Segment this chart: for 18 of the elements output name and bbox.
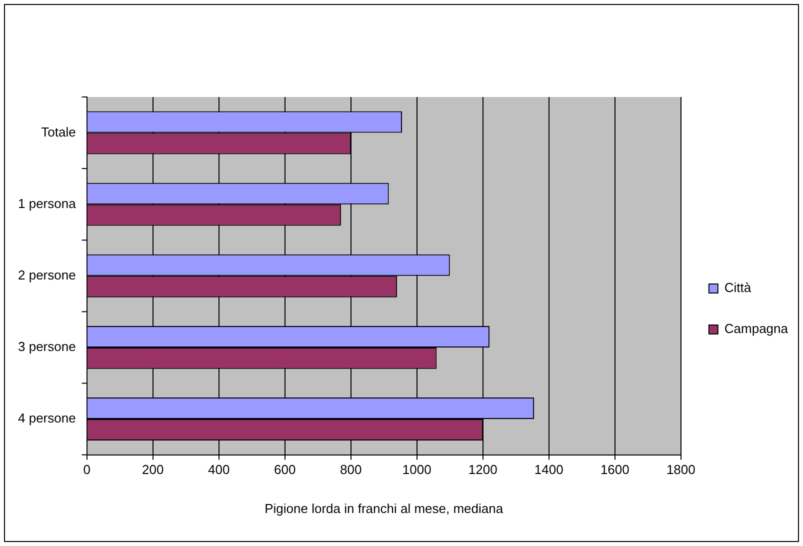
x-tick-label: 0 — [83, 462, 90, 478]
x-tick-label: 1400 — [534, 462, 564, 478]
x-tick-label: 200 — [142, 462, 164, 478]
legend-label: Campagna — [724, 321, 789, 336]
x-tick-label: 400 — [208, 462, 230, 478]
x-axis-title: Pigione lorda in franchi al mese, mediana — [264, 500, 504, 516]
y-tick-label: 4 persone — [18, 410, 76, 426]
legend-label: Città — [724, 280, 752, 296]
x-tick-label: 1000 — [402, 462, 432, 478]
y-tick-label: 1 persona — [18, 196, 77, 211]
x-tick-label: 800 — [340, 462, 362, 478]
y-tick-label: Totale — [41, 124, 76, 140]
x-tick-label: 1600 — [600, 462, 630, 478]
x-tick-label: 1800 — [666, 462, 696, 478]
y-tick-label: 3 persone — [18, 339, 76, 354]
x-tick-label: 600 — [274, 462, 296, 478]
y-tick-label: 2 persone — [18, 267, 76, 282]
x-tick-label: 1200 — [468, 462, 498, 478]
